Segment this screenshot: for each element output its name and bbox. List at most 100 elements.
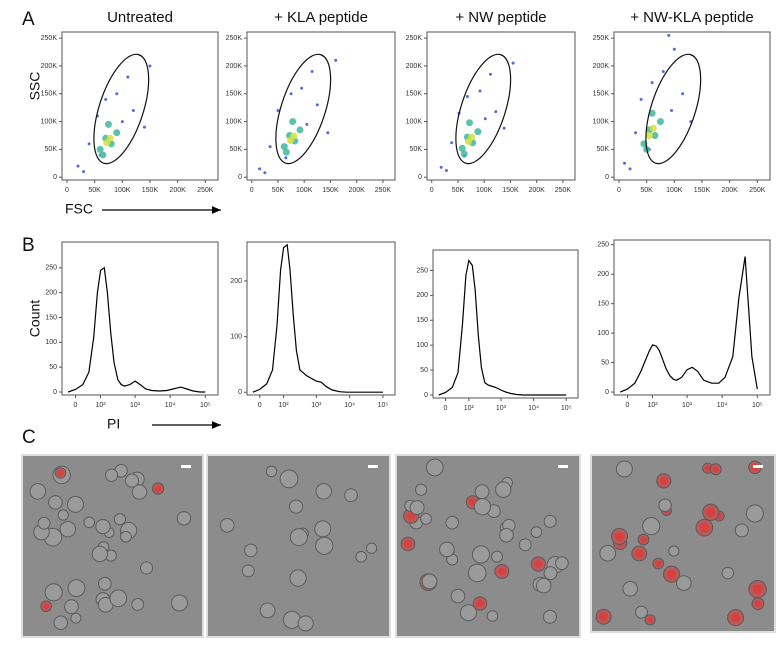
plot-frame <box>426 31 576 181</box>
cell <box>288 499 304 514</box>
cell <box>721 566 735 580</box>
cell <box>57 509 69 521</box>
x-tick-label: 10⁵ <box>378 402 389 409</box>
y-tick-label: 250K <box>226 35 243 42</box>
y-tick-label: 200 <box>597 271 609 278</box>
cell-stain <box>57 469 64 476</box>
x-tick-label: 10⁴ <box>528 405 539 412</box>
point <box>489 72 493 76</box>
gate <box>93 53 150 165</box>
y-tick-label: 200K <box>406 63 423 70</box>
point <box>305 122 309 126</box>
point <box>623 161 627 165</box>
cell <box>315 483 332 500</box>
panel-label: B <box>22 235 35 256</box>
y-tick-label: 50K <box>45 146 58 153</box>
x-tick-label: 10⁴ <box>165 402 176 409</box>
y-tick-label: 200 <box>416 292 428 299</box>
point <box>142 125 146 129</box>
gate <box>645 53 702 165</box>
y-tick-label: 100K <box>41 118 58 125</box>
y-tick-label: 250 <box>416 267 428 274</box>
point <box>258 167 262 171</box>
y-tick-label: 0 <box>605 174 609 181</box>
x-tick-label: 50K <box>88 187 101 194</box>
point <box>276 108 280 112</box>
x-tick-label: 200K <box>721 187 738 194</box>
chart-title: + KLA peptide <box>274 9 368 26</box>
y-tick-label: 250K <box>406 35 423 42</box>
point <box>115 92 119 96</box>
point <box>315 103 319 107</box>
gate <box>455 53 512 165</box>
cell <box>44 583 63 602</box>
cell-stain <box>699 523 709 533</box>
point <box>450 141 454 145</box>
point <box>458 144 466 152</box>
cell <box>543 566 558 581</box>
cell-stain <box>43 603 50 610</box>
cell <box>259 602 276 619</box>
point <box>290 132 298 140</box>
x-tick-label: 10² <box>464 405 475 412</box>
cell <box>83 516 96 529</box>
point <box>474 128 482 136</box>
cell <box>473 498 492 516</box>
x-tick-label: 100K <box>476 187 493 194</box>
cell <box>355 550 368 563</box>
cell <box>459 604 477 622</box>
y-tick-label: 150K <box>41 91 58 98</box>
cell-stain <box>754 600 762 607</box>
point <box>87 142 91 146</box>
cell <box>365 542 378 554</box>
histogram-line <box>438 259 567 396</box>
x-tick-label: 0 <box>625 402 629 409</box>
y-tick-label: 100K <box>593 118 610 125</box>
cell-stain <box>599 612 608 621</box>
cell <box>414 483 428 496</box>
y-axis-label: Count <box>27 300 43 337</box>
cell <box>450 588 466 604</box>
x-tick-label: 10⁴ <box>717 402 728 409</box>
y-tick-label: 50K <box>410 146 423 153</box>
point <box>634 131 638 135</box>
cell <box>622 580 638 597</box>
scale-bar <box>181 465 191 468</box>
cell-stain <box>647 617 653 623</box>
y-tick-label: 0 <box>238 389 242 396</box>
cell-stain <box>667 569 677 579</box>
cell <box>542 609 557 624</box>
cell <box>219 517 235 533</box>
point <box>466 119 474 127</box>
cell-stain <box>655 560 662 567</box>
cell <box>420 512 432 525</box>
point <box>468 133 476 141</box>
plot-frame <box>613 239 771 396</box>
cell-stain <box>615 531 624 541</box>
cell <box>635 605 648 619</box>
y-tick-label: 100 <box>597 330 609 337</box>
cell <box>109 589 128 608</box>
cell <box>543 514 557 528</box>
x-tick-label: 250K <box>749 187 766 194</box>
chart-title: Untreated <box>107 9 173 26</box>
x-tick-label: 10³ <box>682 402 693 409</box>
cell <box>289 569 307 587</box>
point <box>289 118 297 126</box>
x-tick-label: 10² <box>647 402 658 409</box>
cell-stain <box>497 567 506 576</box>
cell-stain <box>706 507 716 517</box>
y-tick-label: 200K <box>41 63 58 70</box>
point <box>106 134 114 142</box>
x-tick-label: 10⁴ <box>344 402 355 409</box>
cell <box>599 544 617 562</box>
x-tick-label: 10⁵ <box>752 402 763 409</box>
x-tick-label: 0 <box>250 187 254 194</box>
chart-title: + NW peptide <box>455 9 546 26</box>
panel-label: C <box>22 427 36 448</box>
x-tick-label: 250K <box>555 187 572 194</box>
x-tick-label: 150K <box>142 187 159 194</box>
y-tick-label: 50K <box>597 146 610 153</box>
x-tick-label: 150K <box>694 187 711 194</box>
point <box>99 151 107 159</box>
